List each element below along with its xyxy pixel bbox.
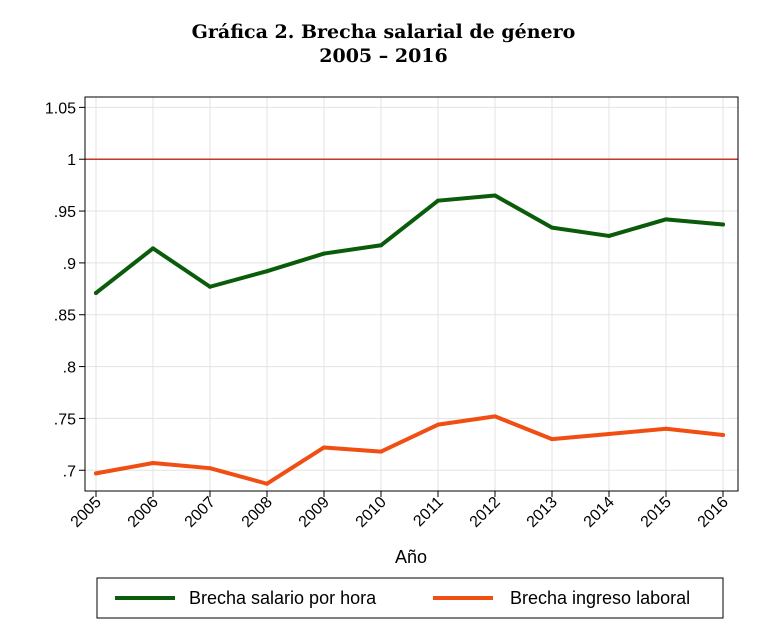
x-tick-label: 2010 (353, 494, 390, 531)
y-tick-label: .7 (63, 463, 76, 480)
y-tick-label: .85 (54, 308, 76, 325)
series-lines (94, 193, 725, 486)
data-point (721, 433, 725, 438)
y-tick-label: .9 (63, 256, 76, 273)
data-point (436, 422, 440, 427)
data-point (493, 193, 497, 198)
legend-label-salario: Brecha salario por hora (189, 588, 377, 608)
x-tick-label: 2016 (695, 494, 732, 531)
x-tick-label: 2007 (182, 494, 219, 531)
y-tick-label: .8 (63, 360, 76, 377)
x-axis: 2005 2006 2007 2008 2009 2010 2011 2012 2013 2014… (68, 491, 732, 531)
data-point (379, 243, 383, 248)
data-point (94, 471, 98, 476)
data-point (607, 233, 611, 238)
data-point (265, 481, 269, 486)
data-point (151, 461, 155, 466)
plot-frame (84, 96, 739, 492)
x-tick-label: 2011 (410, 494, 446, 530)
x-tick-label: 2014 (581, 494, 618, 531)
data-point (436, 198, 440, 203)
data-point (94, 290, 98, 295)
y-tick-label: .75 (54, 411, 76, 428)
data-point (322, 445, 326, 450)
data-point (379, 449, 383, 454)
y-axis: .7 .75 .8 .85 .9 .95 1 1.05 (45, 100, 85, 480)
y-tick-label: 1.05 (45, 100, 76, 117)
chart-title-main: Gráfica 2. Brecha salarial de género (191, 21, 576, 43)
x-tick-label: 2009 (296, 494, 333, 531)
legend-box (96, 577, 724, 619)
data-point (208, 284, 212, 289)
x-tick-label: 2013 (524, 494, 561, 531)
x-tick-label: 2015 (638, 494, 675, 531)
data-point (550, 225, 554, 230)
series-line-salario (94, 193, 725, 295)
x-tick-label: 2005 (68, 494, 105, 531)
data-point (550, 437, 554, 442)
data-point (322, 251, 326, 256)
legend: Brecha salario por hora Brecha ingreso l… (96, 577, 724, 619)
data-point (265, 269, 269, 274)
data-point (664, 426, 668, 431)
data-point (721, 222, 725, 227)
data-point (208, 466, 212, 471)
data-point (151, 246, 155, 251)
data-point (664, 217, 668, 222)
x-tick-label: 2008 (239, 494, 276, 531)
legend-label-ingreso: Brecha ingreso laboral (510, 588, 690, 608)
data-point (607, 431, 611, 436)
chart-subtitle: 2005 – 2016 (319, 45, 448, 67)
chart-title: Gráfica 2. Brecha salarial de género 200… (0, 20, 767, 68)
y-tick-label: .95 (54, 204, 76, 221)
series-line-ingreso (94, 414, 725, 486)
y-tick-label: 1 (67, 152, 76, 169)
x-tick-label: 2006 (125, 494, 162, 531)
x-tick-label: 2012 (467, 494, 504, 531)
x-axis-label: Año (395, 547, 427, 567)
data-point (493, 414, 497, 419)
